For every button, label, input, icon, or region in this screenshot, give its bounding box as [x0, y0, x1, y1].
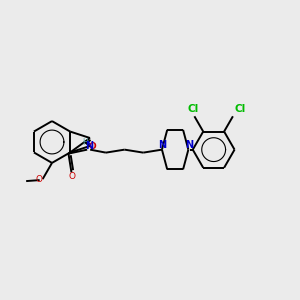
- Text: O: O: [69, 172, 76, 181]
- Text: Cl: Cl: [234, 104, 245, 114]
- Text: O: O: [88, 142, 96, 152]
- Text: N: N: [185, 140, 194, 150]
- Text: N: N: [85, 141, 93, 151]
- Text: Cl: Cl: [188, 104, 199, 114]
- Text: H: H: [82, 138, 88, 147]
- Text: N: N: [158, 140, 166, 150]
- Text: O: O: [35, 175, 42, 184]
